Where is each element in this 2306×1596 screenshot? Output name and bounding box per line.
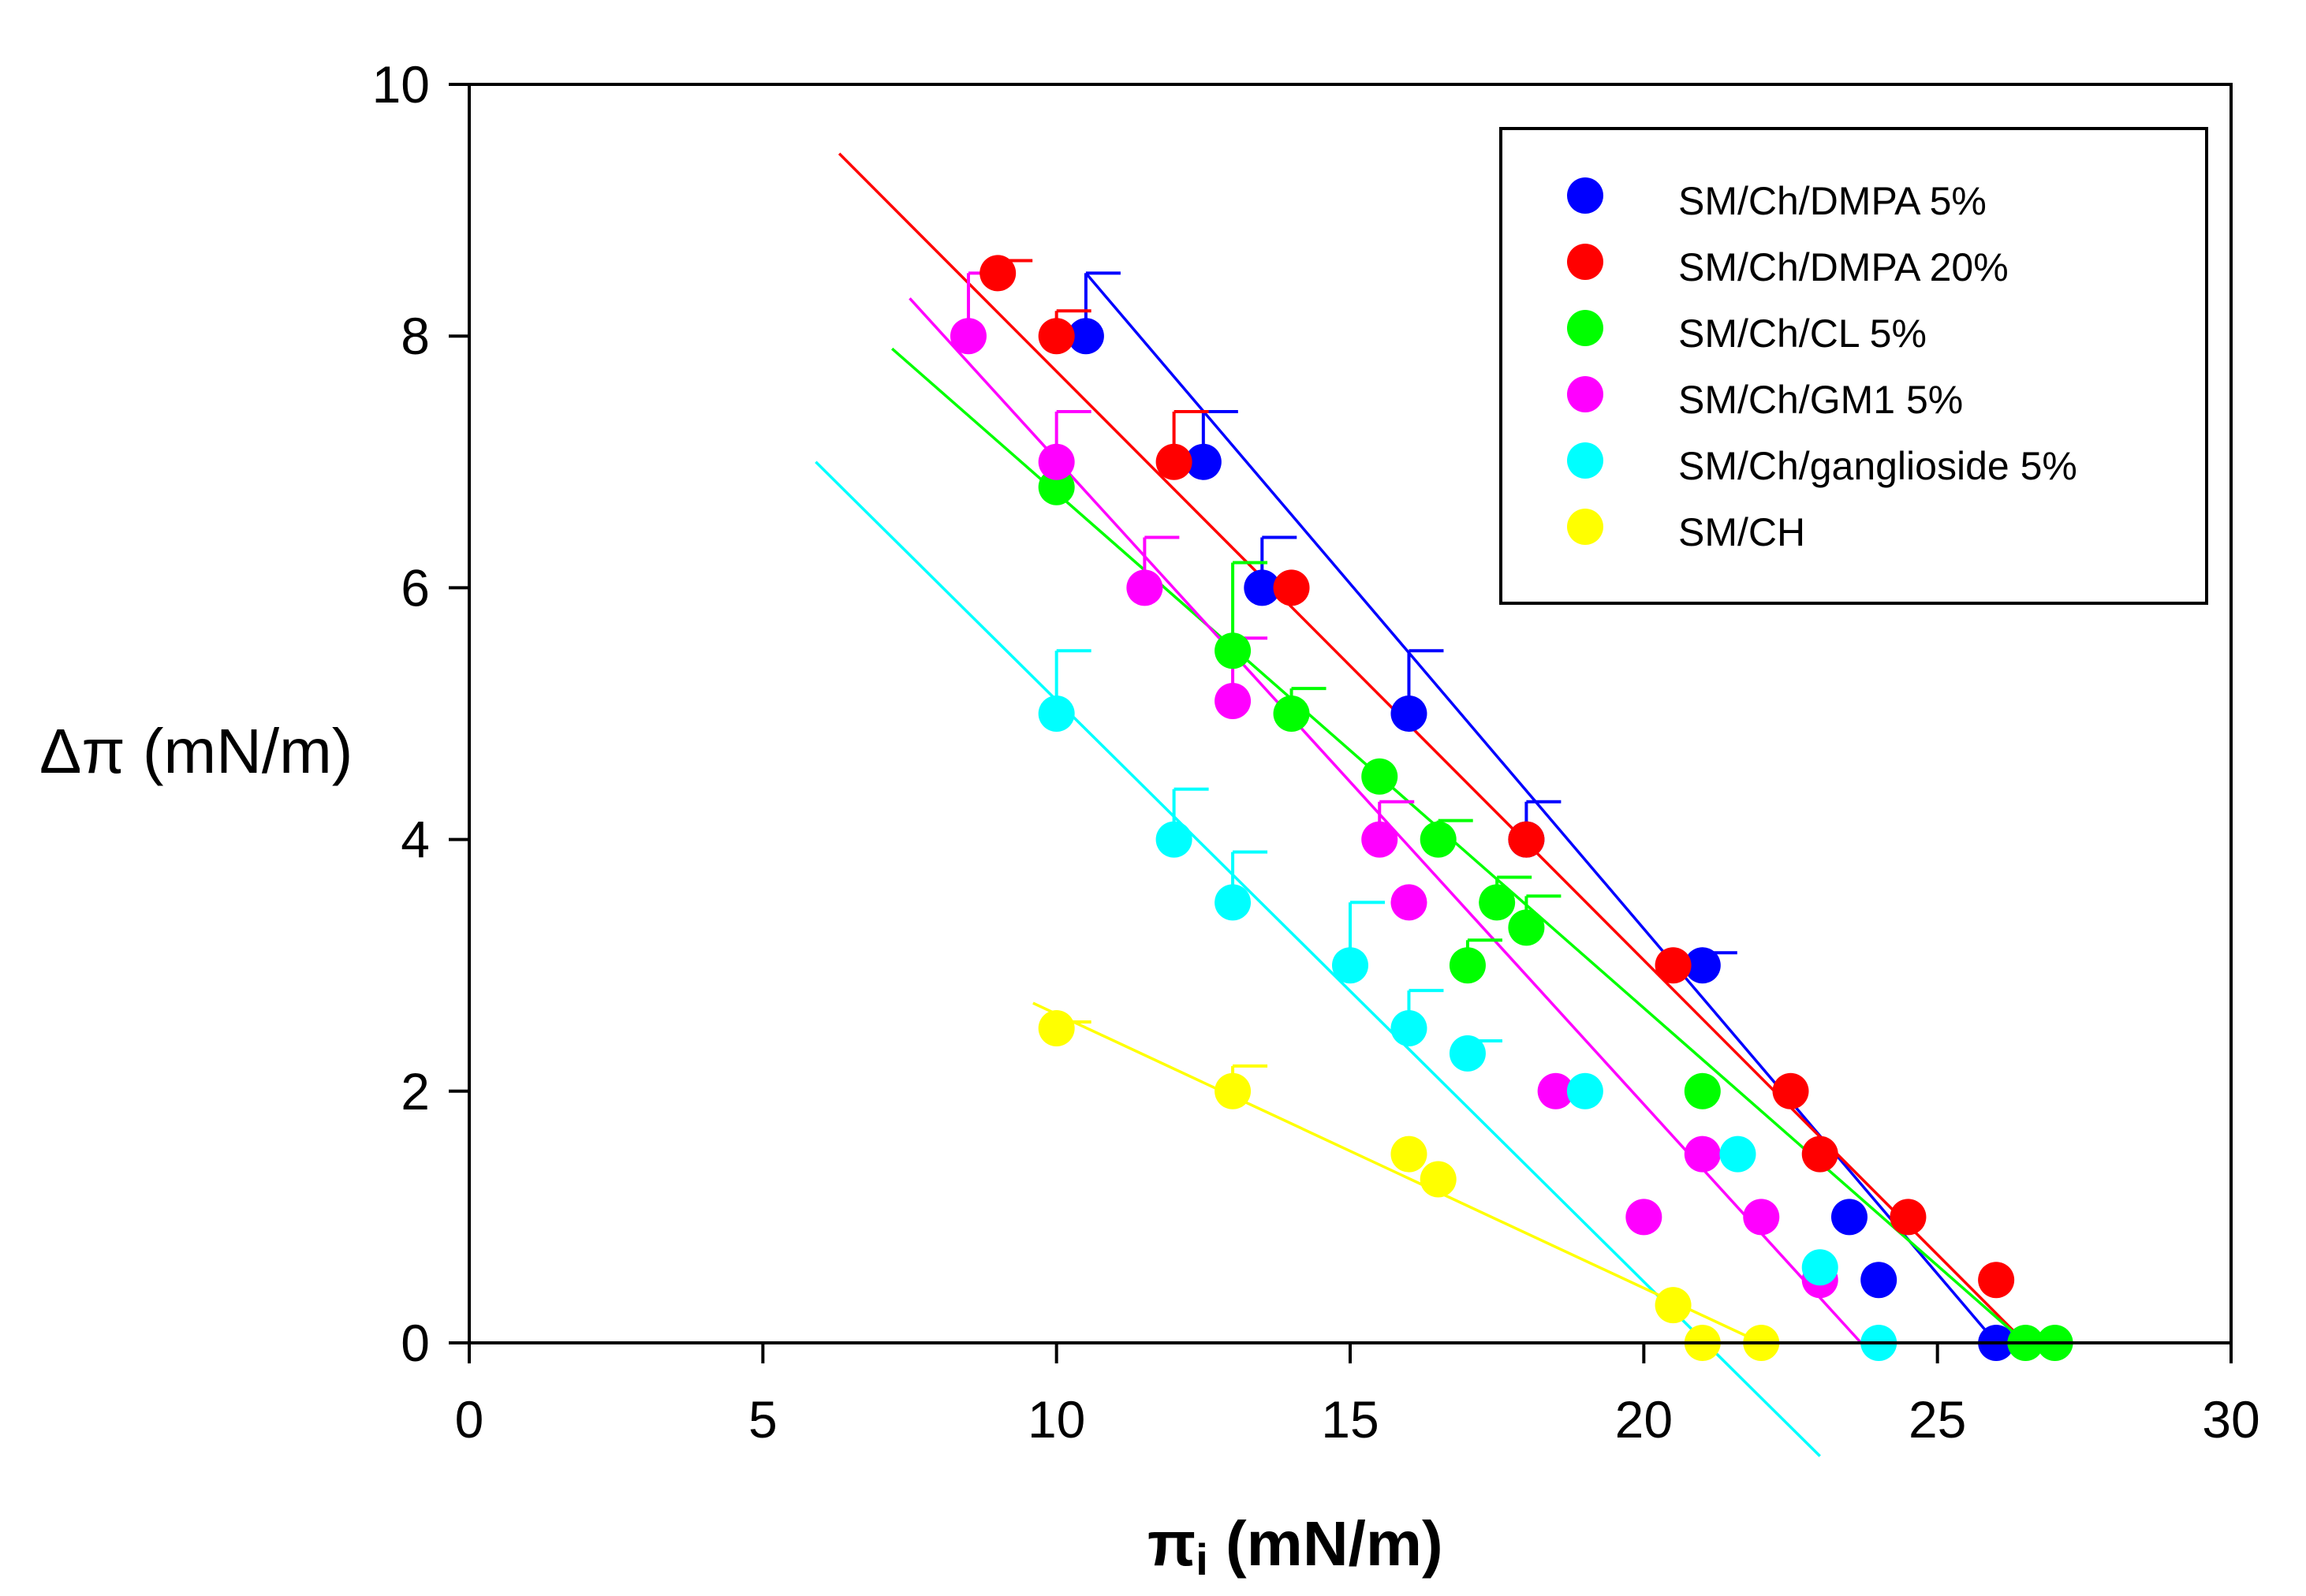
fit-line — [815, 461, 1821, 1457]
fit-line — [1084, 272, 1998, 1344]
data-point — [1655, 947, 1692, 984]
x-tick-label: 20 — [1615, 1390, 1673, 1449]
data-point — [1215, 1072, 1252, 1109]
data-point — [1860, 1262, 1897, 1299]
x-tick-label: 0 — [455, 1390, 484, 1449]
data-point — [1038, 1010, 1075, 1046]
legend-label: SM/Ch/CL 5% — [1678, 311, 1927, 356]
data-point — [1215, 884, 1252, 921]
x-tick-label: 25 — [1909, 1390, 1966, 1449]
x-axis-title-unit: (mN/m) — [1208, 1508, 1443, 1579]
data-point — [1719, 1135, 1756, 1173]
data-point — [1390, 884, 1427, 921]
data-point — [1185, 443, 1222, 480]
legend-label: SM/Ch/DMPA 5% — [1678, 179, 1987, 223]
data-point — [1684, 1135, 1721, 1173]
y-tick-label: 0 — [401, 1314, 430, 1372]
data-point — [1684, 1072, 1721, 1109]
legend-label: SM/Ch/ganglioside 5% — [1678, 444, 2077, 488]
data-point — [1830, 1199, 1868, 1236]
legend-label: SM/CH — [1678, 510, 1805, 554]
data-point — [1566, 1072, 1603, 1109]
data-point — [1772, 1072, 1809, 1109]
data-point — [1479, 884, 1516, 921]
x-axis-title-main: π — [1147, 1508, 1196, 1579]
legend-marker — [1567, 310, 1603, 346]
legend-marker — [1567, 177, 1603, 214]
data-point — [1508, 821, 1545, 858]
x-axis-title-subscript: i — [1196, 1534, 1208, 1584]
data-point — [1801, 1135, 1838, 1173]
data-point — [1537, 1072, 1574, 1109]
data-point — [1449, 947, 1486, 984]
data-point — [1508, 909, 1545, 946]
legend-label: SM/Ch/GM1 5% — [1678, 378, 1963, 422]
data-point — [1038, 468, 1075, 505]
data-point — [1420, 1161, 1457, 1198]
legend-marker — [1567, 509, 1603, 545]
data-point — [950, 318, 987, 355]
y-axis-title: Δπ (mN/m) — [39, 716, 353, 786]
data-point — [1390, 695, 1427, 732]
data-point — [1890, 1199, 1927, 1236]
data-point — [1215, 683, 1252, 720]
data-point — [1390, 1135, 1427, 1173]
data-point — [1273, 569, 1310, 606]
data-point — [1420, 821, 1457, 858]
data-point — [1978, 1262, 2015, 1299]
fit-line — [891, 347, 2027, 1344]
data-point — [1155, 443, 1192, 480]
data-point — [1332, 947, 1368, 984]
data-point — [1801, 1249, 1838, 1286]
data-point — [1038, 695, 1075, 732]
data-point — [1625, 1199, 1662, 1236]
data-point — [979, 255, 1017, 292]
data-point — [1361, 758, 1398, 795]
data-point — [1244, 569, 1281, 606]
x-axis-title: πi (mN/m) — [1147, 1508, 1443, 1584]
x-tick-label: 15 — [1321, 1390, 1379, 1449]
data-point — [1215, 632, 1252, 669]
data-point — [1743, 1199, 1780, 1236]
y-tick-label: 8 — [401, 307, 430, 365]
y-tick-label: 10 — [372, 55, 430, 114]
y-tick-label: 2 — [401, 1062, 430, 1121]
data-point — [1273, 695, 1310, 732]
data-point — [1655, 1287, 1692, 1324]
y-tick-label: 6 — [401, 558, 430, 617]
y-tick-label: 4 — [401, 811, 430, 869]
data-point — [1067, 318, 1104, 355]
data-point — [1038, 318, 1075, 355]
data-point — [1449, 1035, 1486, 1072]
legend-marker — [1567, 244, 1603, 280]
x-tick-label: 5 — [748, 1390, 778, 1449]
legend-marker — [1567, 376, 1603, 412]
data-point — [1126, 569, 1163, 606]
legend-box — [1499, 127, 2208, 605]
data-point — [1390, 1010, 1427, 1046]
legend-label: SM/Ch/DMPA 20% — [1678, 245, 2009, 289]
data-point — [1684, 947, 1721, 984]
fit-line — [1032, 1001, 1763, 1344]
legend-marker — [1567, 442, 1603, 479]
x-tick-label: 30 — [2202, 1390, 2259, 1449]
data-point — [1155, 821, 1192, 858]
data-point — [1038, 443, 1075, 480]
x-tick-label: 10 — [1028, 1390, 1085, 1449]
data-point — [1361, 821, 1398, 858]
